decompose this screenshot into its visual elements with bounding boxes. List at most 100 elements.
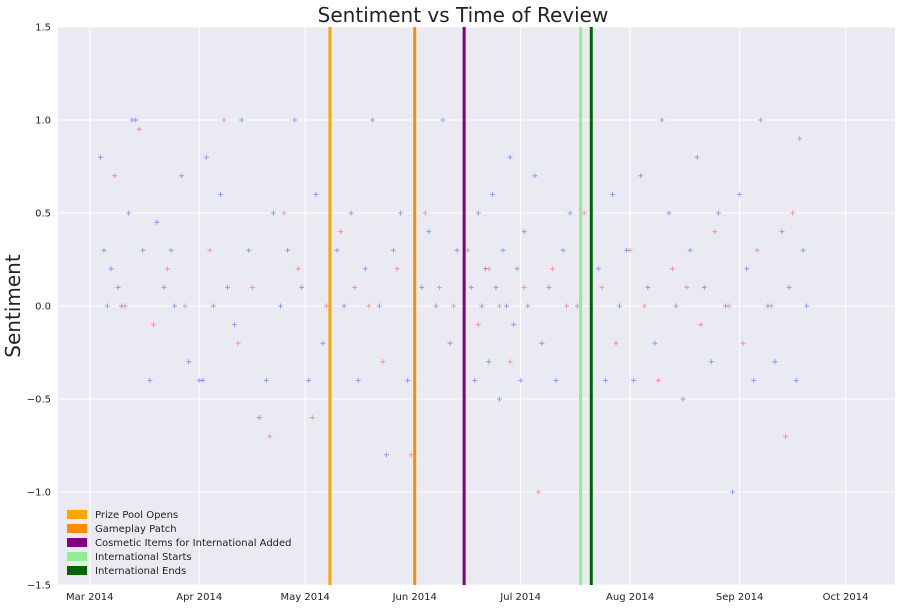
data-point [680,396,686,402]
x-tick-label: Sep 2014 [716,592,763,603]
data-point [496,396,502,402]
data-point [641,303,647,309]
data-point [708,359,714,365]
data-point [560,247,566,253]
data-point [525,303,531,309]
data-point [804,303,810,309]
legend-swatch [67,566,87,575]
data-point [797,136,803,142]
data-point [507,359,513,365]
data-point [740,340,746,346]
data-point [426,229,432,235]
data-point [256,415,262,421]
data-point [119,303,125,309]
data-point [730,489,736,495]
data-point [479,303,485,309]
data-point [225,284,231,290]
data-point [267,433,273,439]
data-point [97,154,103,160]
data-point [249,284,255,290]
y-tick-label: −1.0 [27,488,51,499]
data-point [422,210,428,216]
data-point [751,377,757,383]
data-point [475,322,481,328]
data-point [684,284,690,290]
data-point [546,284,552,290]
data-point [126,210,132,216]
data-point [783,433,789,439]
x-tick-label: Jun 2014 [392,592,437,603]
data-point [652,340,658,346]
data-point [475,210,481,216]
data-point [454,247,460,253]
data-point [101,247,107,253]
data-point [482,266,488,272]
data-point [419,284,425,290]
data-point [800,247,806,253]
data-point [602,377,608,383]
data-point [744,266,750,272]
data-point [659,117,665,123]
data-point [232,322,238,328]
data-point [348,210,354,216]
chart-title: Sentiment vs Time of Review [318,3,609,27]
data-point [627,247,633,253]
data-point [338,229,344,235]
data-point [320,340,326,346]
data-point [514,266,520,272]
data-point [532,173,538,179]
data-point [451,303,457,309]
data-point [489,191,495,197]
data-point [295,266,301,272]
data-point [196,377,202,383]
data-point [465,247,471,253]
legend-swatch [67,524,87,533]
data-point [352,284,358,290]
data-point [408,452,414,458]
data-point [440,117,446,123]
data-point [150,322,156,328]
data-point [472,377,478,383]
data-point [486,359,492,365]
x-tick-labels: Mar 2014 Apr 2014 May 2014 Jun 2014 Jul 2014… [66,592,868,603]
data-point [599,284,605,290]
y-tick-label: 1.5 [35,23,51,34]
data-point [380,359,386,365]
legend-swatch [67,510,87,519]
data-point [754,247,760,253]
x-tick-label: May 2014 [281,592,330,603]
data-point [369,117,375,123]
data-point [172,303,178,309]
legend-label: International Starts [95,552,192,563]
data-point [200,377,206,383]
data-point [549,266,555,272]
data-point [355,377,361,383]
data-point [779,229,785,235]
data-point [518,377,524,383]
data-point [486,266,492,272]
legend-swatch [67,552,87,561]
data-point [334,247,340,253]
data-point [436,284,442,290]
data-point [362,266,368,272]
data-point [323,303,329,309]
y-tick-label: −1.5 [27,581,51,592]
x-tick-label: Aug 2014 [606,592,654,603]
data-point [235,340,241,346]
data-point [535,489,541,495]
data-point [306,377,312,383]
data-point [217,191,223,197]
legend: Prize Pool Opens Gameplay Patch Cosmetic I… [67,510,292,577]
data-point [299,284,305,290]
x-tick-label: Oct 2014 [823,592,869,603]
data-point [168,247,174,253]
data-point [104,303,110,309]
y-tick-label: 1.0 [35,116,51,127]
data-point [108,266,114,272]
data-point [567,210,573,216]
data-point [133,117,139,123]
legend-label: Cosmetic Items for International Added [95,538,292,549]
data-point [391,247,397,253]
data-point [203,154,209,160]
data-point [154,219,160,225]
